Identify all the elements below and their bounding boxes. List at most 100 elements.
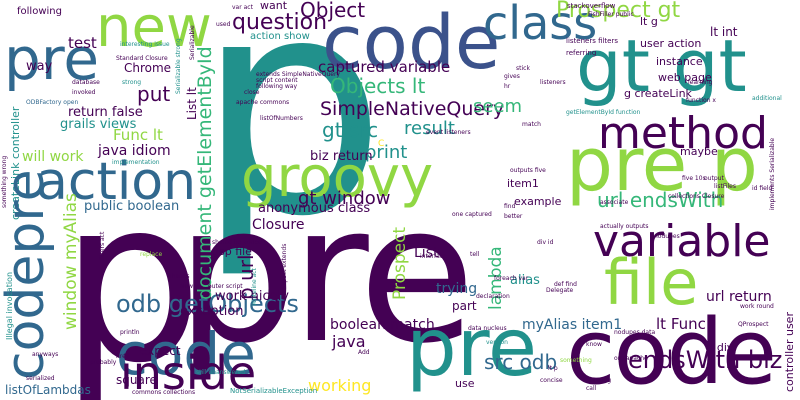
word: action (36, 152, 197, 212)
word: outputs five (510, 167, 546, 174)
word: part (452, 299, 477, 313)
word: java (332, 332, 366, 351)
word: used (216, 21, 231, 28)
word: output (704, 175, 724, 182)
word: stick (516, 65, 530, 72)
word: apache commons (236, 99, 290, 106)
word: Thanks (168, 273, 190, 280)
word: Prospect (390, 226, 410, 300)
word: url return (706, 289, 772, 305)
word: gt window (298, 188, 391, 209)
word: example (514, 195, 562, 208)
word: replace (140, 251, 163, 258)
word: src odb (484, 350, 558, 374)
word: anonymous class (258, 201, 371, 216)
word: alias (510, 273, 540, 288)
word: work round (740, 303, 774, 310)
word: version (486, 339, 508, 346)
word: match (522, 121, 541, 128)
word: instance (656, 55, 703, 68)
word: better (504, 213, 523, 220)
word: var act (232, 4, 253, 11)
word: test (68, 34, 97, 52)
word: exception (180, 304, 244, 319)
word: variable (593, 216, 771, 267)
word: new (96, 0, 212, 60)
word: concise (540, 377, 563, 384)
word: close (244, 89, 260, 96)
word: Objects lt (330, 74, 426, 98)
word: web page (658, 71, 712, 84)
word: five 10s (682, 175, 706, 182)
word: gt gt (576, 24, 747, 108)
word: QProspect extends (281, 243, 288, 300)
word: Illegal invocation (5, 271, 14, 340)
word: method (598, 108, 768, 159)
word: Closure (252, 217, 305, 233)
word: controller user (783, 312, 796, 392)
word: implements Serializable (769, 137, 776, 210)
word: tell (470, 251, 480, 258)
word: Object (300, 0, 366, 22)
word: Now (180, 283, 194, 290)
word: java idiom (98, 143, 171, 159)
word: use (455, 377, 475, 390)
word: groovy (241, 145, 434, 210)
word: class (483, 0, 598, 50)
word: lt div (706, 341, 734, 354)
word: g createLink (624, 87, 692, 100)
word: Add (358, 349, 370, 356)
word: inside (120, 346, 257, 400)
word: data nucleus (468, 325, 507, 332)
word: Func lt (113, 126, 163, 144)
word: square (116, 373, 157, 387)
word: additional (752, 95, 782, 102)
word: C (378, 139, 385, 149)
word: commons collections (132, 389, 196, 396)
word: extends SimpleNativeQuery (256, 71, 340, 78)
word: listOfNumbers (260, 115, 303, 122)
word: gives (504, 73, 520, 80)
word: referring (566, 49, 597, 57)
word: lt g (640, 15, 658, 28)
word: strong (122, 79, 142, 86)
word: nodupes (654, 233, 680, 240)
word: way (26, 59, 53, 74)
word: database (72, 79, 100, 86)
word: invoked (72, 89, 96, 96)
word: pre (406, 301, 538, 394)
word: Standard Closure (116, 55, 168, 62)
word: p (60, 151, 203, 400)
word: ODBFactory open (26, 99, 79, 106)
word: probably (90, 359, 117, 366)
word: List lt (185, 87, 199, 120)
word: stackoverflow (567, 2, 616, 10)
word: Serializable (189, 25, 196, 60)
word: user action (640, 37, 702, 50)
word: collections Closure (668, 193, 725, 200)
word: script content (256, 77, 298, 84)
word: println (120, 329, 140, 336)
word: biz return (310, 149, 373, 164)
word: org apache (614, 355, 648, 362)
word: following way (256, 83, 298, 90)
word: following (17, 6, 62, 17)
word: something wrong (1, 155, 8, 208)
word: will work (22, 149, 84, 165)
word: return false (68, 105, 143, 120)
word: List (414, 245, 439, 261)
word: Delegate (546, 287, 574, 294)
word: question (232, 10, 328, 35)
word: serialized (26, 375, 55, 382)
word: listeners filters (566, 37, 619, 45)
word: lt p (548, 365, 558, 372)
word: declaration (476, 293, 510, 300)
word: file (604, 246, 699, 319)
word: want (260, 0, 288, 12)
word: def find (554, 281, 577, 288)
word: lt Func (656, 315, 706, 333)
word: one captured (452, 211, 492, 218)
word: listOfLambdas (5, 383, 91, 397)
word: passing (588, 377, 612, 384)
